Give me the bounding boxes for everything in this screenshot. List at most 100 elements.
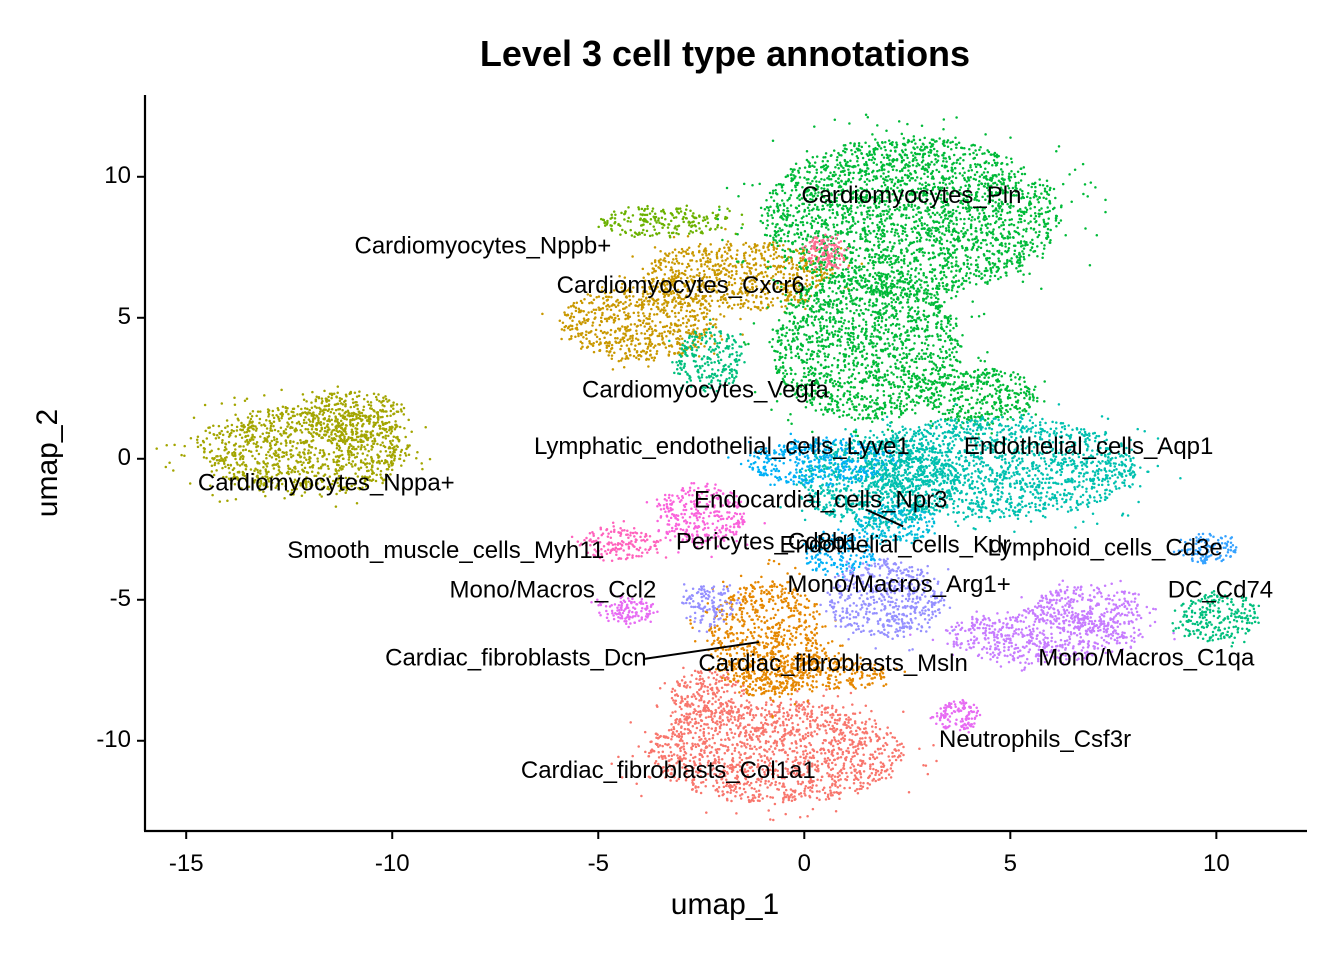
cell-point — [751, 726, 754, 730]
cell-point — [813, 730, 816, 733]
cell-point — [808, 613, 812, 616]
cell-point — [876, 747, 880, 751]
cell-point — [211, 457, 214, 460]
cell-point — [711, 632, 714, 635]
cell-point — [795, 627, 799, 631]
cell-point — [891, 751, 894, 755]
cell-point — [637, 357, 641, 361]
cell-point — [713, 630, 717, 633]
cell-point — [819, 279, 822, 283]
cell-point — [806, 752, 809, 756]
cell-point — [822, 748, 826, 752]
cell-point — [774, 780, 778, 784]
cell-point — [265, 453, 268, 457]
cell-point — [873, 719, 877, 722]
cell-point — [767, 590, 770, 594]
cell-point — [723, 246, 726, 249]
cell-point — [689, 720, 692, 724]
cell-point — [755, 747, 758, 751]
cell-point — [234, 442, 238, 446]
cell-point — [820, 775, 824, 778]
cell-point — [155, 447, 158, 450]
cell-point — [788, 747, 792, 750]
cell-point — [270, 422, 274, 425]
cell-point — [737, 751, 741, 754]
cell-point — [589, 330, 592, 334]
cell-point — [368, 462, 371, 465]
cell-point — [302, 421, 306, 424]
cell-point — [648, 751, 651, 755]
cell-point — [745, 699, 749, 702]
cell-point — [773, 747, 777, 750]
cell-point — [748, 744, 752, 748]
cell-point — [746, 742, 749, 746]
cell-point — [864, 727, 867, 730]
cell-point — [277, 429, 280, 433]
cell-point — [744, 591, 747, 595]
cell-point — [310, 428, 314, 431]
cell-point — [291, 444, 294, 448]
cell-point — [681, 262, 684, 266]
cell-point — [870, 709, 873, 713]
cell-point — [628, 354, 632, 357]
cell-point — [563, 325, 566, 329]
cell-point — [286, 406, 289, 410]
cell-point — [195, 438, 199, 441]
cell-point — [805, 597, 809, 601]
cell-point — [277, 464, 280, 468]
cell-point — [741, 598, 745, 601]
cell-point — [794, 797, 797, 801]
cell-point — [585, 337, 588, 341]
cell-point — [789, 609, 793, 612]
cell-point — [809, 733, 813, 736]
cell-point — [702, 690, 706, 694]
cell-point — [729, 785, 732, 789]
cell-point — [826, 771, 829, 775]
cell-point — [730, 705, 733, 708]
cell-point — [695, 259, 698, 263]
cell-point — [575, 301, 579, 304]
cell-point — [279, 426, 283, 430]
cell-point — [852, 745, 855, 749]
cell-point — [769, 696, 772, 700]
cell-point — [637, 342, 641, 346]
cell-point — [189, 437, 193, 440]
cell-point — [806, 700, 809, 703]
cell-point — [767, 809, 770, 812]
cell-point — [734, 683, 737, 687]
cell-point — [754, 714, 758, 717]
cell-point — [256, 410, 260, 413]
cell-point — [704, 784, 707, 788]
cell-point — [284, 439, 288, 442]
cell-point — [718, 730, 721, 734]
cell-point — [718, 627, 721, 630]
cell-point — [725, 705, 729, 708]
cell-point — [680, 733, 684, 736]
cell-point — [778, 691, 781, 695]
cell-point — [273, 428, 277, 432]
cell-point — [877, 778, 880, 782]
cell-point — [602, 302, 605, 305]
cell-point — [370, 444, 373, 448]
cell-point — [699, 687, 703, 690]
cell-point — [802, 750, 805, 753]
cell-point — [271, 409, 275, 413]
cell-point — [238, 464, 242, 467]
cell-point — [767, 759, 771, 762]
cell-point — [721, 790, 724, 793]
cell-point — [616, 314, 620, 318]
cell-point — [718, 711, 722, 714]
cell-point — [622, 339, 626, 343]
cell-point — [764, 677, 768, 681]
cell-point — [884, 741, 887, 745]
cell-point — [739, 299, 743, 302]
cell-point — [262, 440, 265, 443]
cell-point — [822, 725, 826, 728]
cell-point — [660, 332, 664, 335]
cell-point — [728, 712, 732, 715]
cell-point — [579, 340, 582, 344]
cell-point — [782, 743, 785, 747]
cell-point — [811, 636, 814, 640]
cell-point — [335, 460, 338, 464]
cell-point — [723, 678, 727, 682]
